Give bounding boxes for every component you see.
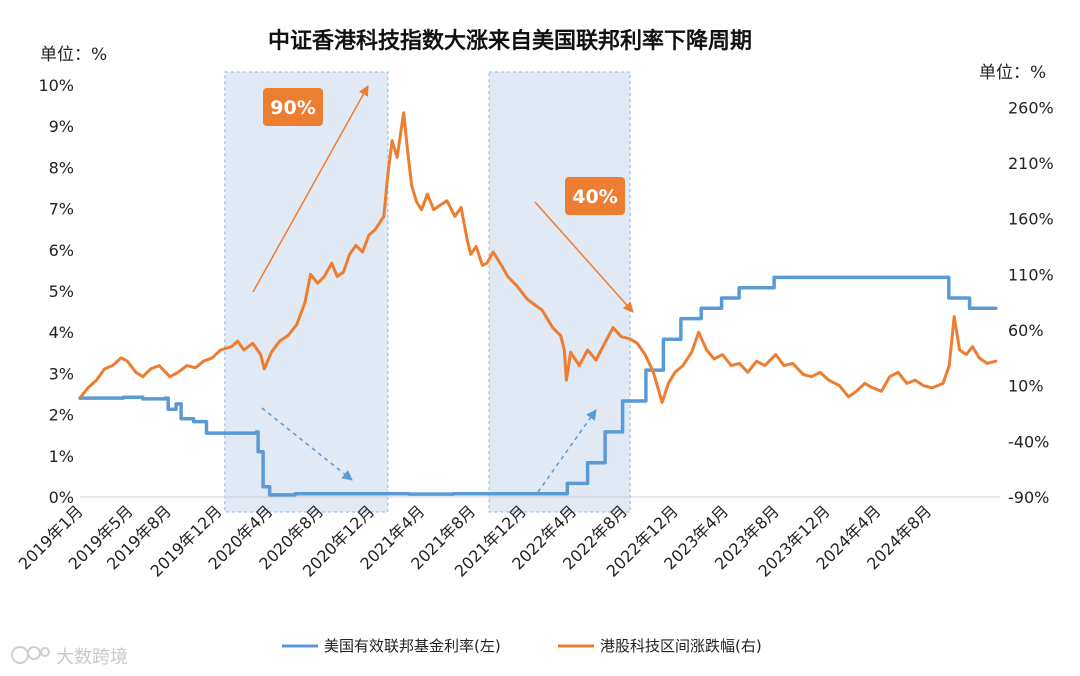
y-left-tick-label: 1% [49, 447, 74, 466]
annotation-badge-label: 40% [572, 186, 617, 208]
y-right-tick-label: -90% [1008, 488, 1049, 507]
y-right-tick-label: 110% [1008, 265, 1054, 284]
y-right-tick-label: -40% [1008, 432, 1049, 451]
legend-label: 港股科技区间涨跌幅(右) [600, 637, 762, 655]
y-right-tick-label: 60% [1008, 321, 1044, 340]
y-left-tick-label: 10% [38, 76, 74, 95]
y-left-tick-label: 4% [49, 323, 74, 342]
y-right-tick-label: 260% [1008, 98, 1054, 117]
y-right-tick-label: 210% [1008, 154, 1054, 173]
annotation-badge-2 [565, 177, 625, 215]
arrow-orange-up [252, 85, 369, 293]
series-layer [78, 111, 998, 497]
series-line-fed-rate [78, 275, 998, 497]
arrow-orange-down [534, 201, 634, 313]
axes: 0% 1% 2% 3% 4% 5% 6% 7% 8% 9% 10% -90% -40% 10% 60% 110… [15, 76, 1054, 581]
arrow-blue-up [537, 409, 597, 493]
y-left-tick-label: 0% [49, 488, 74, 507]
watermark-text: 大数跨境 [56, 647, 128, 668]
y-left-tick-label: 3% [49, 364, 74, 383]
y-left-tick-label: 2% [49, 406, 74, 425]
annotation-badge-label: 90% [270, 97, 315, 119]
left-axis-unit: 单位：% [40, 45, 107, 65]
chart-title: 中证香港科技指数大涨来自美国联邦利率下降周期 [268, 28, 752, 54]
annotation-badge-1 [263, 88, 323, 126]
legend-label: 美国有效联邦基金利率(左) [324, 637, 501, 655]
y-left-tick-label: 6% [49, 241, 74, 260]
y-left-tick-label: 7% [49, 200, 74, 219]
y-right-tick-label: 160% [1008, 210, 1054, 229]
arrow-blue-down [261, 407, 353, 481]
series-line-hk-tech [79, 111, 998, 404]
highlight-period-2 [488, 71, 631, 513]
watermark: 大数跨境 [11, 646, 128, 668]
y-left-tick-label: 9% [49, 117, 74, 136]
annotations: 90% 40% [252, 85, 634, 493]
y-right-tick-label: 10% [1008, 377, 1044, 396]
legend: 美国有效联邦基金利率(左) 港股科技区间涨跌幅(右) [282, 637, 762, 655]
y-left-tick-label: 8% [49, 158, 74, 177]
y-left-tick-label: 5% [49, 282, 74, 301]
watermark-logo-icon [11, 646, 50, 664]
right-axis-unit: 单位：% [979, 63, 1046, 83]
